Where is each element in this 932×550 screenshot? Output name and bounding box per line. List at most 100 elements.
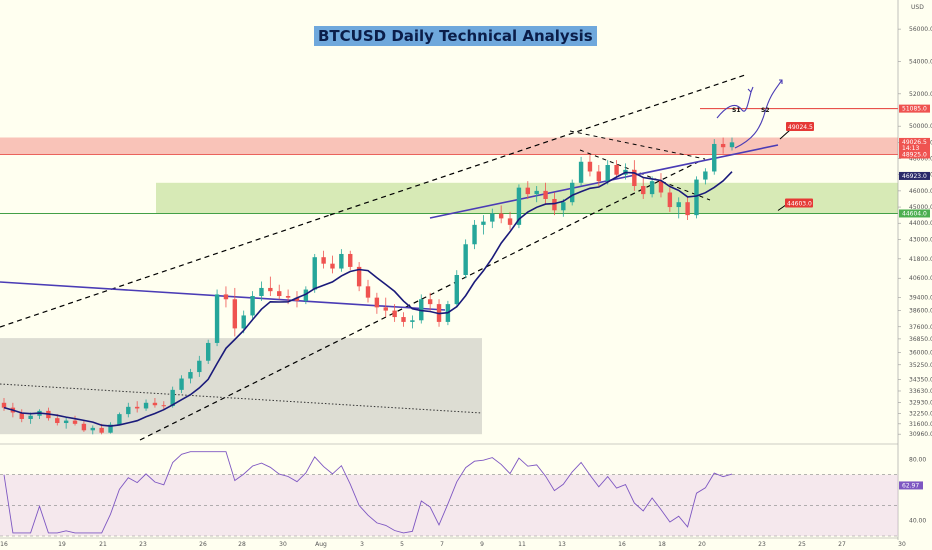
rsi-band bbox=[0, 474, 898, 536]
wedge-upper-line bbox=[569, 130, 706, 160]
candle-body bbox=[232, 299, 238, 329]
annotation-49024: 49024.5 bbox=[788, 124, 813, 131]
candle-body bbox=[303, 289, 309, 301]
rsi-last-tag-box bbox=[899, 481, 923, 490]
time-tick-label: 19 bbox=[58, 541, 66, 548]
candle bbox=[534, 186, 539, 203]
candle-body bbox=[28, 415, 33, 419]
candle-body bbox=[19, 412, 24, 419]
candle bbox=[454, 270, 459, 308]
price-tick-label: 45000.0 bbox=[909, 204, 932, 211]
candle-body bbox=[294, 297, 300, 301]
time-tick-label: 23 bbox=[139, 541, 147, 548]
projection-s2-path bbox=[734, 79, 783, 149]
price-tag-label: 49026.5 bbox=[902, 139, 927, 146]
candle bbox=[294, 291, 300, 308]
candle-body bbox=[339, 253, 344, 269]
price-tick-label: 43000.0 bbox=[909, 236, 932, 243]
price-tick-label: 54000.0 bbox=[909, 58, 932, 65]
time-tick-label: Aug bbox=[315, 541, 327, 548]
candle bbox=[277, 284, 282, 300]
channel-lower-segment-2 bbox=[589, 160, 701, 216]
candle bbox=[427, 292, 433, 311]
moving-average-line bbox=[3, 171, 733, 427]
candle-body bbox=[427, 299, 433, 305]
time-axis: 16 19 21 23 26 28 30 Aug 3 5 7 9 11 13 16 18 20 23 25 27 30 bbox=[0, 537, 906, 548]
price-tag-box bbox=[899, 104, 930, 113]
price-tick-label: 56000.0 bbox=[909, 26, 932, 33]
candle-body bbox=[90, 427, 95, 431]
channel-upper-segment-2 bbox=[329, 74, 746, 216]
candle-body bbox=[561, 202, 566, 211]
time-tick-label: 23 bbox=[758, 541, 766, 548]
candle bbox=[232, 287, 238, 337]
candle-body bbox=[472, 224, 477, 245]
time-tick-label: 18 bbox=[658, 541, 666, 548]
price-tick-label: 30960.0 bbox=[909, 431, 932, 438]
candle bbox=[108, 422, 113, 434]
price-tag-label: 46923.0 bbox=[902, 173, 927, 180]
price-tick-label: 39400.0 bbox=[909, 295, 932, 302]
candle-body bbox=[525, 187, 531, 195]
candle-body bbox=[383, 307, 388, 311]
price-tick-label: 52000.0 bbox=[909, 91, 932, 98]
projection-s1-path bbox=[716, 91, 752, 119]
candle-body bbox=[63, 420, 69, 424]
candle-body bbox=[250, 296, 255, 316]
trendlines bbox=[0, 74, 779, 441]
candle bbox=[303, 286, 309, 305]
candle-body bbox=[188, 372, 193, 379]
candle-body bbox=[179, 378, 184, 390]
candle bbox=[720, 137, 726, 154]
projection-arrows bbox=[716, 79, 783, 149]
candle bbox=[81, 420, 87, 432]
candle-body bbox=[241, 315, 246, 329]
candle bbox=[321, 250, 326, 269]
candle-body bbox=[99, 427, 104, 433]
candle-body bbox=[392, 310, 397, 318]
candle-body bbox=[569, 182, 575, 203]
time-tick-label: 5 bbox=[400, 541, 404, 548]
annotation-44603: 44603.0 bbox=[787, 200, 812, 207]
zone-resistance bbox=[0, 137, 898, 155]
candle bbox=[543, 182, 548, 204]
price-tag-label: 14:13 bbox=[902, 145, 919, 152]
candle bbox=[117, 412, 122, 426]
time-tick-label: 13 bbox=[558, 541, 566, 548]
candle-body bbox=[712, 143, 717, 172]
price-tick-label: 31600.0 bbox=[909, 421, 932, 428]
price-tag-box bbox=[899, 137, 930, 146]
candle bbox=[614, 160, 619, 178]
candle bbox=[676, 197, 681, 219]
candle-body bbox=[197, 360, 202, 373]
candle-body bbox=[330, 263, 335, 269]
time-tick-label: 3 bbox=[360, 541, 364, 548]
price-tag-box bbox=[899, 144, 930, 153]
time-tick-label: 16 bbox=[0, 541, 8, 548]
price-tick-label: 40600.0 bbox=[909, 275, 932, 282]
price-tag-label: 48925.0 bbox=[902, 151, 927, 158]
time-tick-label: 30 bbox=[898, 541, 906, 548]
candle bbox=[694, 176, 699, 219]
candle bbox=[339, 249, 344, 272]
candle bbox=[649, 176, 655, 198]
price-tick-label: 44000.0 bbox=[909, 220, 932, 227]
candle-body bbox=[641, 186, 646, 195]
candle bbox=[712, 139, 717, 175]
price-tag-box bbox=[899, 150, 930, 159]
candle bbox=[356, 262, 362, 292]
candle-body bbox=[578, 161, 584, 183]
candle bbox=[72, 415, 78, 426]
candle-body bbox=[55, 418, 60, 424]
candle-body bbox=[374, 297, 380, 308]
candle-body bbox=[481, 221, 486, 225]
candle bbox=[348, 250, 353, 271]
candle-body bbox=[259, 287, 264, 297]
candle bbox=[507, 211, 513, 230]
chart-title: BTCUSD Daily Technical Analysis bbox=[314, 26, 597, 46]
annotation-pointer-49024 bbox=[779, 129, 791, 140]
candle-body bbox=[108, 424, 113, 433]
candle-body bbox=[143, 402, 149, 409]
candle-body bbox=[587, 161, 593, 172]
candle-body bbox=[117, 414, 122, 425]
